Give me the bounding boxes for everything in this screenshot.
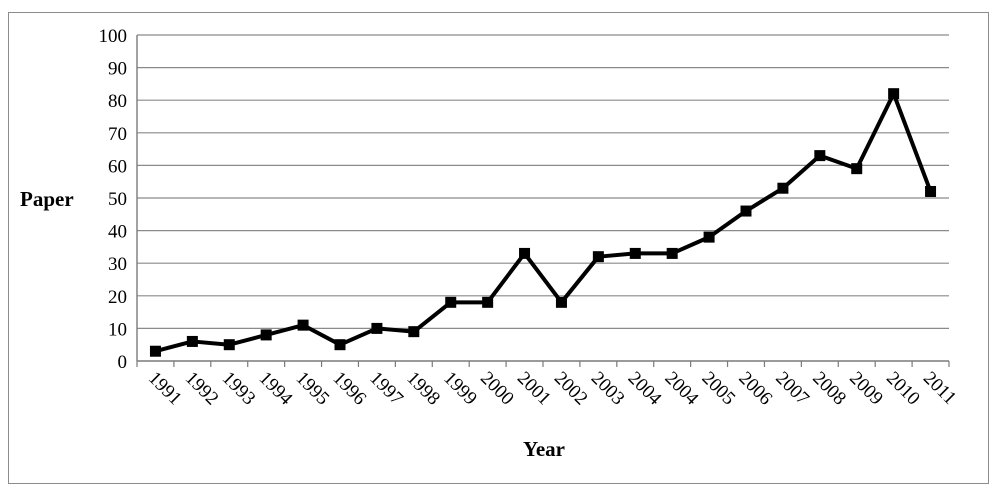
y-tick-label: 50 bbox=[108, 189, 127, 210]
data-point bbox=[666, 247, 678, 259]
x-tick-label: 1992 bbox=[181, 368, 223, 410]
data-point bbox=[592, 251, 604, 263]
data-point bbox=[814, 150, 826, 162]
x-tick-label: 1995 bbox=[292, 368, 334, 410]
y-tick-label: 80 bbox=[108, 91, 127, 112]
data-point bbox=[629, 247, 641, 259]
x-tick-label: 2005 bbox=[698, 368, 740, 410]
x-tick-labels: 1991199219931994199519961997199819992000… bbox=[144, 368, 960, 410]
data-point bbox=[445, 296, 457, 308]
data-point bbox=[777, 182, 789, 194]
y-axis-title: Paper bbox=[20, 187, 74, 211]
y-tick-label: 90 bbox=[108, 59, 127, 80]
x-tick-label: 1997 bbox=[365, 368, 407, 410]
y-tick-label: 30 bbox=[108, 254, 127, 275]
chart-frame bbox=[8, 12, 989, 484]
data-point bbox=[297, 319, 309, 331]
data-point bbox=[925, 185, 937, 197]
x-tick-label: 2010 bbox=[882, 368, 924, 410]
y-tick-labels: 0 10 20 30 40 50 60 70 80 90 100 bbox=[99, 26, 128, 373]
y-tick-label: 0 bbox=[118, 352, 128, 373]
axes bbox=[136, 35, 950, 367]
x-axis-title: Year bbox=[523, 437, 565, 461]
y-tick-label: 100 bbox=[99, 26, 128, 47]
y-tick-label: 10 bbox=[108, 319, 127, 340]
x-tick-label: 2007 bbox=[771, 368, 813, 410]
data-point bbox=[555, 296, 567, 308]
series bbox=[149, 88, 937, 357]
x-tick-label: 2006 bbox=[734, 368, 776, 410]
data-point bbox=[482, 296, 494, 308]
x-tick-label: 2004 bbox=[624, 368, 666, 410]
y-tick-label: 20 bbox=[108, 287, 127, 308]
x-tick-label: 1999 bbox=[439, 368, 481, 410]
data-point bbox=[371, 322, 383, 334]
data-point bbox=[851, 163, 863, 175]
x-tick-label: 2009 bbox=[845, 368, 887, 410]
x-tick-label: 1998 bbox=[402, 368, 444, 410]
data-point bbox=[740, 205, 752, 217]
data-point bbox=[260, 329, 272, 341]
x-tick-label: 2003 bbox=[587, 368, 629, 410]
data-point bbox=[186, 335, 198, 347]
x-tick-label: 2008 bbox=[808, 368, 850, 410]
data-point bbox=[408, 326, 420, 338]
data-point bbox=[888, 88, 900, 100]
y-tick-label: 40 bbox=[108, 222, 127, 243]
x-tick-label: 2000 bbox=[476, 368, 518, 410]
series-line bbox=[154, 91, 933, 354]
x-tick-label: 2004 bbox=[661, 368, 703, 410]
x-tick-label: 2002 bbox=[550, 368, 592, 410]
gridlines bbox=[137, 34, 949, 329]
data-point bbox=[223, 339, 235, 351]
x-tick-label: 1996 bbox=[328, 368, 370, 410]
data-point bbox=[519, 247, 531, 259]
data-point bbox=[334, 339, 346, 351]
x-tick-label: 2001 bbox=[513, 368, 555, 410]
x-tick-label: 1993 bbox=[218, 368, 260, 410]
x-tick-label: 2011 bbox=[919, 368, 960, 409]
x-tick-label: 1994 bbox=[255, 368, 297, 410]
data-point bbox=[703, 231, 715, 243]
data-point bbox=[149, 345, 161, 357]
x-tick-label: 1991 bbox=[144, 368, 186, 410]
y-tick-label: 60 bbox=[108, 156, 127, 177]
y-tick-label: 70 bbox=[108, 124, 127, 145]
